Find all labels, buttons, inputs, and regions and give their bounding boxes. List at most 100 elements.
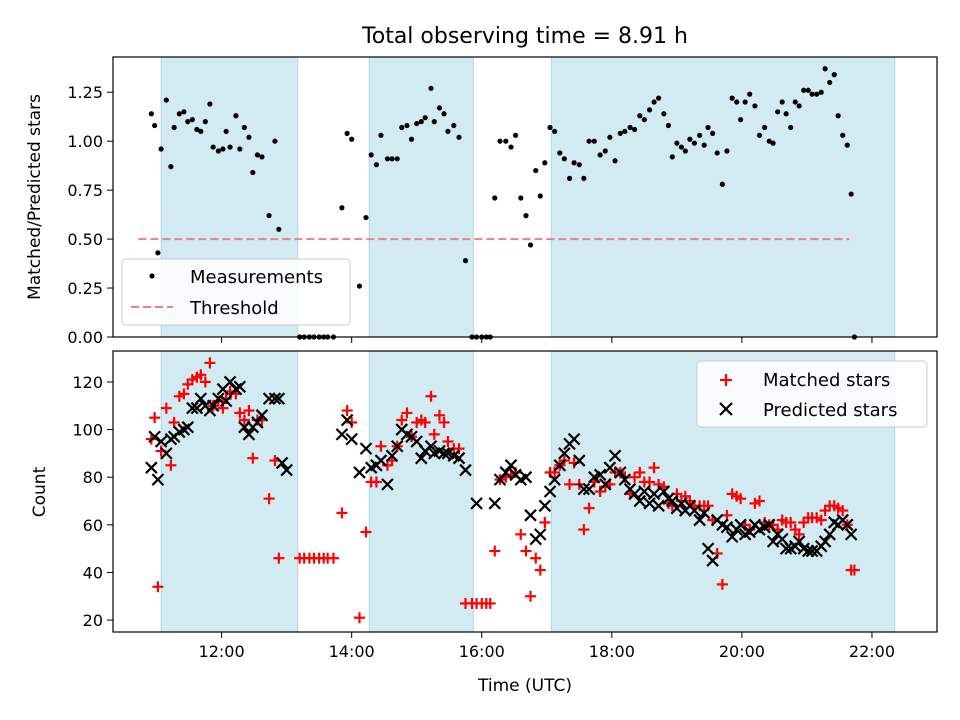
- ratio-shaded-span-2: [550, 56, 896, 338]
- measurement-point: [597, 152, 603, 158]
- measurement-point: [783, 111, 789, 117]
- matched-star-point: [178, 388, 190, 400]
- matched-star-point: [716, 578, 728, 590]
- matched-star-point: [634, 466, 646, 478]
- predicted-star-point: [385, 449, 399, 463]
- matched-star-point: [243, 405, 255, 417]
- measurement-point: [378, 132, 384, 138]
- measurement-point: [168, 164, 174, 170]
- measurement-point: [566, 175, 573, 181]
- matched-star-point: [793, 528, 805, 540]
- legend-marker-measurements: [149, 273, 155, 279]
- measurement-point: [155, 250, 161, 256]
- measurement-point: [576, 162, 582, 168]
- predicted-star-point: [206, 399, 220, 413]
- matched-star-point: [520, 545, 532, 557]
- matched-star-point: [234, 407, 246, 419]
- legend-label-matched: Matched stars: [763, 370, 890, 391]
- predicted-star-point: [390, 439, 404, 453]
- measurement-point: [682, 148, 688, 154]
- predicted-star-point: [519, 470, 533, 484]
- measurement-point: [818, 89, 824, 95]
- measurement-point: [189, 117, 195, 123]
- measurement-point: [237, 146, 243, 152]
- predicted-star-point: [840, 518, 854, 532]
- predicted-star-point-b: [219, 394, 233, 408]
- measurement-point: [714, 150, 720, 156]
- predicted-star-point-b: [792, 535, 806, 548]
- measurement-point: [207, 101, 213, 107]
- measurement-point: [779, 99, 785, 105]
- predicted-star-point-b: [805, 544, 819, 558]
- ratio-shaded-span-1: [368, 56, 474, 338]
- predicted-star-point: [488, 497, 502, 510]
- measurement-point: [533, 167, 539, 174]
- predicted-star-point: [381, 478, 394, 491]
- matched-star-point: [204, 357, 216, 369]
- measurement-point: [344, 130, 350, 136]
- matched-star-point: [549, 466, 561, 478]
- measurement-point: [233, 113, 239, 119]
- matched-star-point: [564, 478, 576, 490]
- predicted-star-point-b: [766, 535, 780, 548]
- predicted-star-point-b: [599, 478, 612, 491]
- measurement-point: [198, 128, 204, 135]
- predicted-star-point-b: [441, 447, 455, 460]
- matched-star-point: [785, 516, 797, 528]
- matched-star-point: [534, 564, 546, 576]
- predicted-star-point: [548, 473, 561, 486]
- predicted-star-point-b: [716, 518, 729, 532]
- predicted-star-point: [219, 394, 233, 408]
- measurement-point: [641, 117, 647, 123]
- predicted-star-point: [275, 456, 289, 470]
- measurement-point: [254, 152, 260, 158]
- matched-star-point: [484, 597, 496, 609]
- measurement-point: [612, 158, 618, 164]
- measurement-points: [148, 66, 858, 340]
- count-x-tick-label: 18:00: [589, 642, 635, 661]
- matched-star-point: [199, 376, 211, 388]
- predicted-star-point-b: [251, 416, 264, 429]
- matched-star-point: [848, 564, 860, 576]
- predicted-star-point: [543, 485, 557, 498]
- count-panel: 20 40 60 80 100 120 12:00 14:00 16:00 18:00 20:00…: [30, 350, 938, 696]
- predicted-star-point-b: [519, 470, 533, 484]
- predicted-star-point-b: [255, 409, 269, 422]
- measurement-point: [518, 195, 524, 201]
- matched-star-point: [149, 412, 161, 424]
- measurement-point: [627, 124, 633, 131]
- predicted-star-point-b: [818, 535, 832, 548]
- predicted-star-point-b: [779, 542, 793, 555]
- matched-star-point: [753, 495, 765, 507]
- predicted-star-point-b: [553, 459, 567, 472]
- predicted-star-point-b: [470, 497, 483, 510]
- count-axes-frame: [112, 350, 938, 633]
- matched-star-point: [375, 440, 387, 452]
- predicted-star-point-b: [628, 487, 641, 501]
- predicted-star-point-b: [706, 554, 719, 567]
- predicted-star-point: [693, 513, 706, 527]
- predicted-star-point: [844, 528, 858, 541]
- matched-star-point: [401, 407, 413, 419]
- predicted-star-point: [374, 454, 388, 467]
- predicted-star-point: [251, 416, 264, 429]
- measurement-point: [547, 124, 553, 131]
- predicted-star-point: [720, 520, 734, 534]
- predicted-star-point-b: [652, 499, 665, 513]
- predicted-star-point: [145, 461, 158, 474]
- predicted-star-point: [470, 497, 483, 510]
- predicted-star-point-b: [160, 447, 173, 460]
- predicted-star-point-b: [647, 487, 661, 501]
- measurement-point: [669, 154, 675, 160]
- measurement-point: [363, 214, 369, 221]
- matched-star-point: [341, 405, 353, 417]
- predicted-star-point-b: [582, 482, 596, 496]
- predicted-star-point: [148, 430, 161, 444]
- measurement-point: [523, 213, 529, 219]
- predicted-star-point: [524, 509, 537, 522]
- matched-star-point: [353, 612, 365, 624]
- predicted-star-point: [743, 525, 756, 539]
- measurement-point: [742, 99, 748, 105]
- matched-star-point: [360, 526, 372, 538]
